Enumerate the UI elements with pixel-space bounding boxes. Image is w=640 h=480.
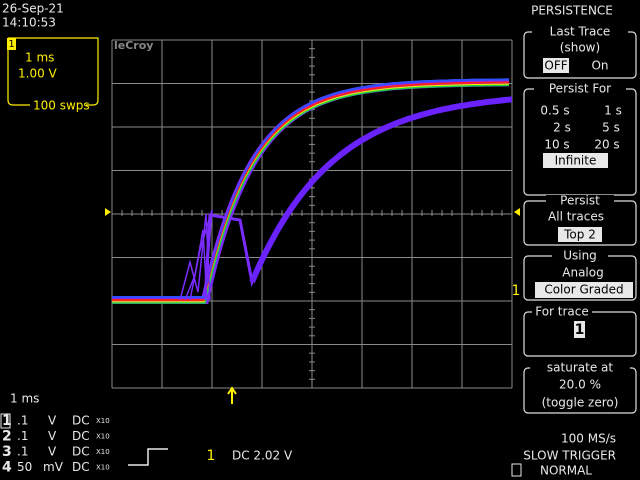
waveforms xyxy=(112,78,513,304)
channel-probe: X10 xyxy=(96,417,110,425)
option-selected[interactable]: Infinite xyxy=(555,154,597,168)
option-selected[interactable]: Top 2 xyxy=(563,228,596,242)
menu-label: Using xyxy=(563,249,597,263)
option[interactable]: 2 s xyxy=(553,121,571,135)
sample-rate: 100 MS/s xyxy=(561,432,616,446)
menu-value: Analog xyxy=(562,266,603,280)
graticule xyxy=(111,39,513,389)
channel-timebase: 1 ms xyxy=(25,51,54,65)
menu-sub: (show) xyxy=(560,41,600,55)
option-selected[interactable]: Color Graded xyxy=(544,283,623,297)
option-selected[interactable]: 1 xyxy=(575,322,585,338)
channel-id: 3 xyxy=(2,444,12,460)
glitch xyxy=(189,209,213,301)
channel-unit: mV xyxy=(43,460,64,474)
menu-label: For trace xyxy=(535,305,589,319)
option[interactable]: 5 s xyxy=(602,121,620,135)
channel-scale: 50 xyxy=(17,460,32,474)
trigger-position xyxy=(227,386,237,404)
date: 26-Sep-21 xyxy=(2,2,64,16)
waveform xyxy=(249,96,513,284)
trace-id: 1 xyxy=(8,39,14,50)
channel-scale: .1 xyxy=(17,414,28,428)
menu-title: PERSISTENCE xyxy=(531,4,613,18)
channel-highlight xyxy=(0,413,11,429)
waveform xyxy=(112,78,509,298)
channel-probe: X10 xyxy=(96,464,110,472)
sweeps: 100 swps xyxy=(33,99,90,113)
option[interactable]: 20 s xyxy=(594,138,619,152)
menu-label: Last Trace xyxy=(550,25,611,39)
menu-note: (toggle zero) xyxy=(542,396,619,410)
channel-coupling: DC xyxy=(72,414,90,428)
option[interactable]: 0.5 s xyxy=(540,104,569,118)
channel-coupling: DC xyxy=(72,429,90,443)
channel-coupling: DC xyxy=(72,445,90,459)
channel-probe: X10 xyxy=(96,448,110,456)
trigger-slope xyxy=(128,448,168,466)
logo: leCroy xyxy=(114,39,153,52)
time: 14:10:53 xyxy=(2,16,56,30)
waveform xyxy=(112,81,509,301)
channel-list: 1 .1 V DC X10 2 .1 V DC X10 3 .1 V DC X10 4 50 mV DC X10 xyxy=(0,413,110,476)
menu-label: Persist For xyxy=(549,82,611,96)
offset-marker xyxy=(105,208,111,216)
trigger-channel: 1 xyxy=(207,448,216,464)
channel-scale: .1 xyxy=(17,429,28,443)
waveform xyxy=(112,84,509,304)
channel-scale: .1 xyxy=(17,445,28,459)
channel-unit: V xyxy=(48,429,57,443)
menu-value: 20.0 % xyxy=(559,378,601,392)
option[interactable]: 10 s xyxy=(544,138,569,152)
trigger-setting: DC 2.02 V xyxy=(232,449,293,463)
trigger-mode: SLOW TRIGGER xyxy=(523,449,616,463)
option[interactable]: 1 s xyxy=(604,104,622,118)
channel-unit: V xyxy=(48,445,57,459)
channel-id: 4 xyxy=(2,460,12,476)
glitch xyxy=(179,213,211,301)
trigger-status: NORMAL xyxy=(540,464,592,478)
trace-icon xyxy=(7,38,16,50)
status-timebase: 1 ms xyxy=(10,392,39,406)
channel-box xyxy=(7,37,99,106)
channel-volts: 1.00 V xyxy=(18,67,58,81)
menu-label: saturate at xyxy=(547,361,613,375)
channel-probe: X10 xyxy=(96,433,110,441)
level-marker: 1 xyxy=(512,283,521,299)
option[interactable]: On xyxy=(591,59,608,73)
status-box xyxy=(511,463,522,477)
channel-coupling: DC xyxy=(72,460,90,474)
channel-unit: V xyxy=(48,414,57,428)
menu-value: All traces xyxy=(548,210,604,224)
offset-marker xyxy=(514,208,520,216)
option-selected[interactable]: OFF xyxy=(544,59,567,73)
channel-id: 1 xyxy=(2,413,12,429)
channel-id: 2 xyxy=(2,429,12,445)
menu-label: Persist xyxy=(560,194,600,208)
